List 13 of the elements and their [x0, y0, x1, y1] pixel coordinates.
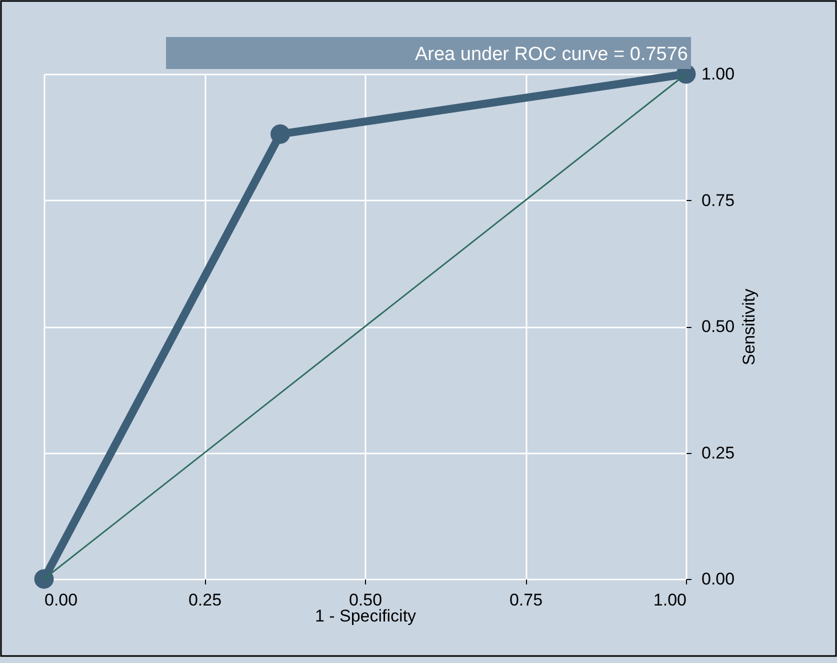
text: Area under ROC curve = 0.7576 — [414, 44, 688, 65]
x-axis-title: 1 - Specificity — [314, 606, 417, 626]
y-tick-label: 0.50 — [702, 317, 735, 336]
x-tick-label: 0.00 — [44, 590, 78, 610]
y-tick-label: 0.00 — [702, 570, 735, 588]
x-tick-label: 0.75 — [509, 590, 543, 610]
y-tick-label: 0.75 — [702, 190, 735, 210]
x-tick-label: 0.50 — [348, 590, 382, 610]
y-axis-title: Sensitivity — [740, 288, 759, 366]
x-tick-label: 1.00 — [653, 590, 686, 610]
y-tick-label: 0.25 — [702, 443, 735, 462]
y-tick-label: 1.00 — [702, 64, 735, 84]
x-tick-label: 0.25 — [188, 590, 222, 610]
